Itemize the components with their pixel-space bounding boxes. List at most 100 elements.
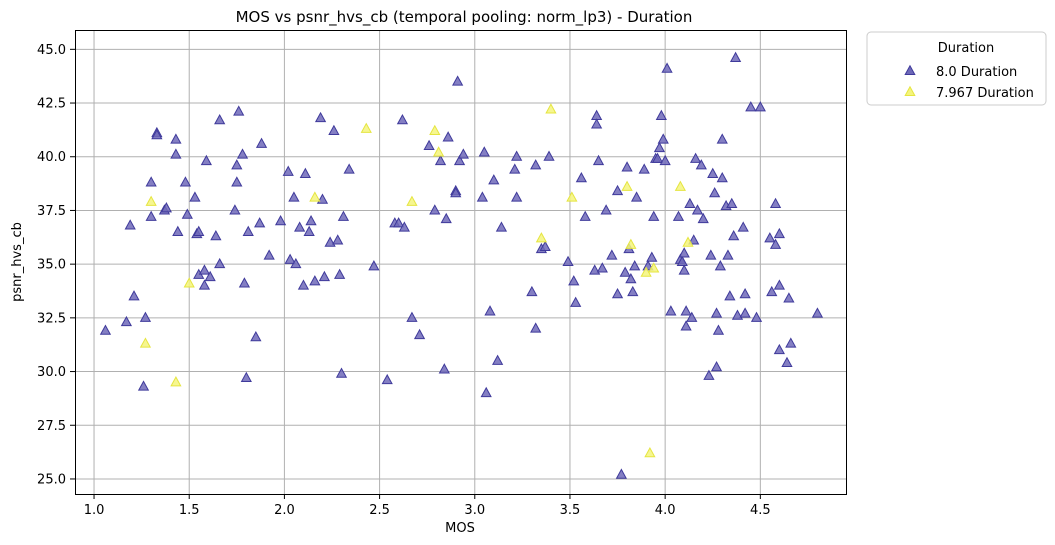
- data-point: [255, 137, 268, 148]
- data-point: [769, 238, 782, 249]
- chart-title: MOS vs psnr_hvs_cb (temporal pooling: no…: [236, 8, 693, 27]
- legend-box: [866, 31, 1047, 106]
- data-point: [170, 133, 182, 144]
- data-point: [151, 129, 163, 140]
- data-point: [773, 227, 785, 239]
- data-point: [137, 380, 150, 391]
- data-point: [145, 176, 157, 187]
- data-point: [646, 251, 658, 262]
- legend-title: Duration: [938, 41, 994, 56]
- data-point: [242, 225, 254, 236]
- y-axis-ticks: 25.0 27.5 30.0 32.5 35.0 37.5 40.0 42.5 45.0: [37, 43, 75, 487]
- data-point: [120, 315, 133, 327]
- data-point: [337, 210, 350, 221]
- data-point: [714, 260, 726, 271]
- data-point: [539, 240, 551, 251]
- data-point: [99, 324, 112, 335]
- legend-label: 8.0 Duration: [936, 65, 1017, 80]
- data-point: [333, 268, 346, 279]
- data-point: [722, 249, 734, 260]
- data-point: [686, 311, 698, 322]
- data-point: [406, 311, 418, 322]
- data-point: [488, 174, 500, 185]
- x-tick-label: 4.0: [655, 503, 676, 518]
- data-point: [678, 264, 690, 275]
- legend-marker: [904, 85, 916, 97]
- data-point: [511, 150, 523, 161]
- x-tick-label: 3.0: [464, 503, 485, 518]
- data-point: [659, 154, 671, 166]
- data-point: [619, 266, 631, 277]
- data-point: [429, 124, 441, 135]
- data-point: [231, 159, 243, 170]
- data-point: [657, 133, 669, 144]
- data-point: [606, 249, 618, 260]
- data-point: [625, 238, 637, 249]
- data-point: [543, 150, 555, 161]
- data-point: [754, 101, 766, 112]
- data-point: [724, 290, 736, 301]
- y-tick-label: 42.5: [37, 97, 66, 112]
- data-point: [684, 197, 696, 209]
- data-point: [423, 139, 435, 151]
- data-point: [480, 386, 492, 398]
- data-point: [737, 221, 749, 232]
- y-tick-label: 37.5: [37, 204, 66, 219]
- data-point: [429, 204, 441, 215]
- data-point: [170, 148, 182, 159]
- data-point: [726, 197, 738, 209]
- data-point: [204, 270, 216, 282]
- data-point: [665, 305, 677, 316]
- x-tick-label: 2.0: [274, 503, 295, 518]
- data-point: [250, 330, 262, 342]
- data-point: [764, 232, 776, 243]
- data-point: [413, 328, 426, 340]
- data-point: [198, 264, 211, 275]
- data-point: [530, 159, 542, 170]
- data-point: [229, 204, 241, 215]
- legend-entries: 8.0 Duration 7.967 Duration: [904, 64, 1034, 101]
- data-point: [705, 249, 717, 260]
- data-point: [288, 191, 300, 202]
- data-point: [653, 141, 666, 153]
- data-point: [766, 285, 778, 297]
- data-point: [678, 247, 690, 258]
- data-point: [200, 154, 212, 166]
- data-point: [596, 262, 608, 273]
- data-point: [579, 210, 591, 221]
- data-point: [343, 163, 355, 174]
- data-point: [294, 221, 306, 232]
- data-point: [680, 305, 692, 316]
- data-point: [676, 255, 688, 267]
- data-point: [509, 163, 521, 174]
- x-tick-label: 4.5: [750, 503, 771, 518]
- data-point: [181, 208, 193, 219]
- data-point: [710, 307, 723, 318]
- data-point: [396, 113, 409, 125]
- data-point: [709, 187, 721, 198]
- data-point: [697, 212, 709, 224]
- data-point: [710, 361, 723, 372]
- data-point: [254, 217, 266, 228]
- plot-frame: [75, 30, 847, 495]
- data-point: [128, 290, 140, 301]
- data-point: [139, 337, 152, 348]
- data-point: [172, 225, 184, 236]
- data-point: [290, 257, 302, 269]
- data-point: [432, 146, 445, 157]
- data-point: [621, 180, 633, 191]
- data-point: [530, 322, 542, 333]
- data-point: [630, 191, 643, 202]
- data-point: [335, 367, 348, 378]
- y-tick-label: 32.5: [37, 311, 66, 326]
- data-point: [729, 51, 742, 62]
- data-point: [238, 277, 251, 288]
- data-point: [535, 232, 548, 243]
- data-point: [170, 376, 182, 387]
- data-point: [592, 154, 605, 166]
- data-point: [648, 262, 660, 273]
- x-tick-label: 1.5: [179, 503, 200, 518]
- data-point: [231, 176, 243, 187]
- data-point: [674, 180, 687, 191]
- data-point: [769, 197, 782, 209]
